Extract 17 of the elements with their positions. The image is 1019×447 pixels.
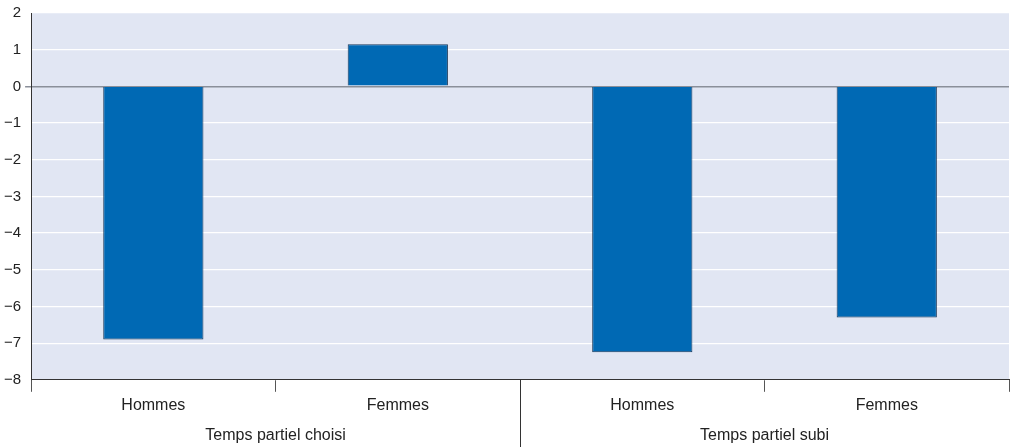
y-tick-label: −8 [3, 369, 22, 387]
y-tick-label: −3 [3, 186, 22, 204]
text: Temps partiel subi [700, 426, 829, 443]
y-tick-label: −6 [3, 296, 22, 314]
x-tick-label: Hommes [610, 395, 675, 413]
x-tick-label: Femmes [855, 395, 918, 413]
x-tick-label: Femmes [366, 395, 429, 413]
y-tick-label: −7 [3, 333, 22, 351]
y-tick-label: −1 [3, 113, 22, 131]
y-tick-label: 0 [12, 76, 22, 94]
y-tick-label: −5 [3, 259, 22, 277]
text: Temps partiel choisi [205, 426, 346, 443]
y-tick-label: 2 [12, 3, 22, 21]
x-tick-label: Hommes [121, 395, 186, 413]
y-tick-label: −4 [3, 223, 22, 241]
y-tick-label: 1 [12, 39, 22, 57]
y-tick-label: −2 [3, 149, 22, 167]
